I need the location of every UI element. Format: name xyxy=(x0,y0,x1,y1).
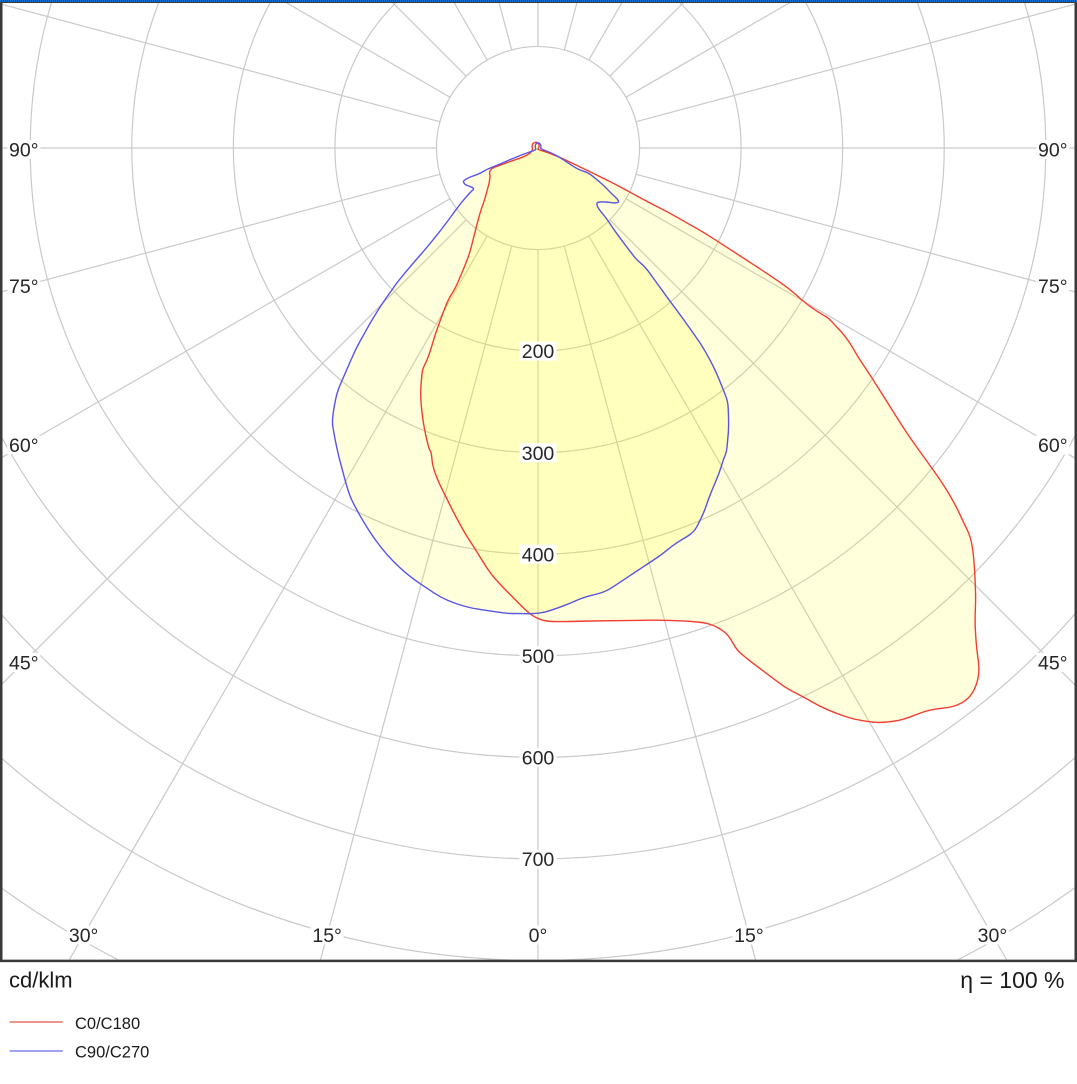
svg-text:cd/klm: cd/klm xyxy=(9,968,73,993)
svg-text:90°: 90° xyxy=(9,140,39,162)
svg-text:75°: 75° xyxy=(9,276,39,298)
svg-text:0°: 0° xyxy=(529,925,548,947)
svg-text:200: 200 xyxy=(522,341,555,363)
svg-text:η = 100 %: η = 100 % xyxy=(960,967,1064,993)
svg-text:300: 300 xyxy=(522,443,555,465)
svg-text:600: 600 xyxy=(522,747,555,769)
svg-text:90°: 90° xyxy=(1038,140,1068,162)
svg-text:C90/C270: C90/C270 xyxy=(75,1044,149,1062)
svg-text:15°: 15° xyxy=(734,925,764,947)
svg-text:75°: 75° xyxy=(1038,276,1068,298)
svg-text:45°: 45° xyxy=(9,653,39,675)
svg-text:60°: 60° xyxy=(1038,435,1068,457)
svg-text:15°: 15° xyxy=(312,925,342,947)
svg-text:30°: 30° xyxy=(978,925,1008,947)
svg-text:30°: 30° xyxy=(69,925,99,947)
svg-text:500: 500 xyxy=(522,646,555,668)
svg-text:C0/C180: C0/C180 xyxy=(75,1015,140,1033)
svg-text:60°: 60° xyxy=(9,435,39,457)
svg-text:700: 700 xyxy=(522,849,555,871)
svg-text:45°: 45° xyxy=(1038,653,1068,675)
svg-text:400: 400 xyxy=(522,544,555,566)
